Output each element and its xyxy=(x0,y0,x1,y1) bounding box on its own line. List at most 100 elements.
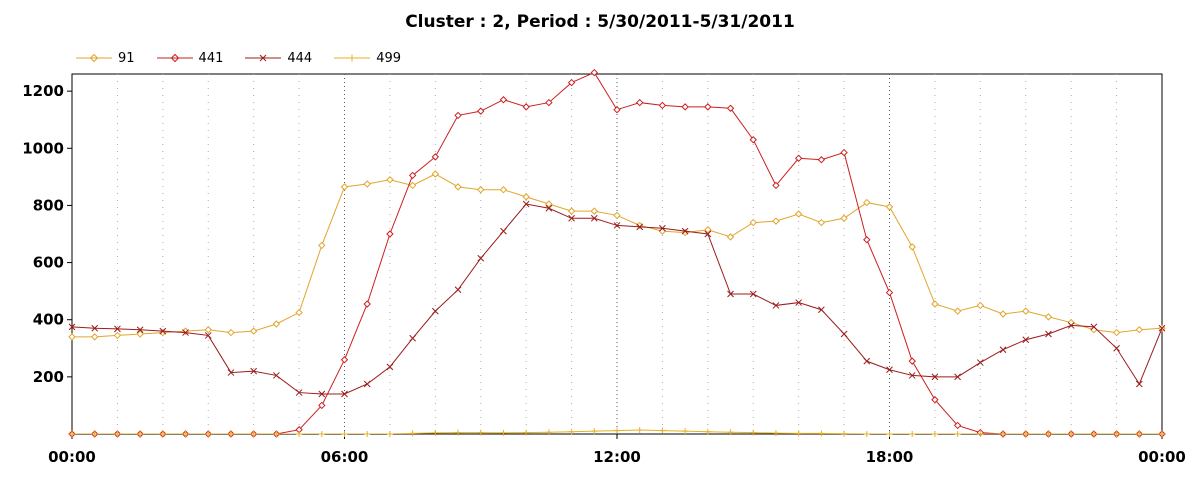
data-point-499 xyxy=(69,431,75,437)
x-tick-label: 06:00 xyxy=(321,448,369,466)
data-point-91 xyxy=(885,203,894,211)
data-point-499 xyxy=(1022,431,1029,437)
data-point-499 xyxy=(931,431,938,437)
legend-item-444[interactable]: 444 xyxy=(245,51,312,66)
data-point-444 xyxy=(727,290,734,298)
data-point-91 xyxy=(363,180,371,188)
data-point-441 xyxy=(704,103,712,111)
data-point-91 xyxy=(976,301,985,310)
data-point-499 xyxy=(523,429,530,436)
data-point-499 xyxy=(863,431,870,437)
data-point-499 xyxy=(772,430,779,437)
data-point-444 xyxy=(568,214,575,222)
data-point-444 xyxy=(500,227,507,235)
data-point-444 xyxy=(613,222,621,229)
data-point-499 xyxy=(500,429,507,436)
data-point-499 xyxy=(1068,431,1075,437)
data-point-444 xyxy=(114,325,121,333)
legend-item-441[interactable]: 441 xyxy=(156,51,223,66)
x-tick-label: 00:00 xyxy=(1138,448,1186,466)
data-point-499 xyxy=(704,428,711,435)
data-point-499 xyxy=(1000,431,1007,437)
data-point-499 xyxy=(1113,431,1120,437)
data-point-499 xyxy=(205,431,212,437)
data-point-499 xyxy=(318,431,325,437)
data-point-441 xyxy=(477,107,485,115)
data-point-91 xyxy=(908,243,916,251)
legend-item-499[interactable]: 499 xyxy=(334,51,401,66)
data-point-441 xyxy=(885,288,894,297)
data-point-444 xyxy=(636,223,644,231)
y-tick-label: 800 xyxy=(33,196,64,214)
data-point-441 xyxy=(794,154,803,162)
data-point-499 xyxy=(682,428,689,435)
data-point-499 xyxy=(727,429,734,436)
data-point-499 xyxy=(591,428,598,435)
data-point-444 xyxy=(704,230,712,238)
data-point-444 xyxy=(159,327,167,335)
data-point-441 xyxy=(840,148,848,157)
data-point-444 xyxy=(522,200,530,208)
legend-marker-441 xyxy=(156,53,193,63)
data-point-91 xyxy=(408,181,417,190)
data-point-91 xyxy=(1135,326,1143,334)
data-point-444 xyxy=(454,286,462,294)
data-point-444 xyxy=(386,363,394,371)
data-point-91 xyxy=(840,214,848,222)
data-point-499 xyxy=(91,431,98,437)
data-point-91 xyxy=(522,193,530,201)
data-point-444 xyxy=(886,366,893,374)
legend-item-91[interactable]: 91 xyxy=(76,51,135,66)
y-tick-label: 1200 xyxy=(22,82,64,100)
data-point-499 xyxy=(818,430,825,437)
data-point-444 xyxy=(840,330,848,338)
data-point-91 xyxy=(318,241,326,250)
data-point-91 xyxy=(726,233,735,241)
data-point-444 xyxy=(250,367,258,375)
data-point-441 xyxy=(567,78,576,87)
data-point-444 xyxy=(590,214,598,222)
data-point-91 xyxy=(794,210,803,218)
data-point-444 xyxy=(1022,336,1030,344)
data-point-499 xyxy=(614,427,620,434)
data-point-444 xyxy=(295,389,303,396)
data-point-441 xyxy=(772,181,780,190)
data-point-499 xyxy=(296,431,303,437)
data-point-91 xyxy=(1022,307,1030,315)
data-point-499 xyxy=(636,427,643,433)
data-point-91 xyxy=(249,327,258,335)
data-point-444 xyxy=(273,372,280,379)
data-point-444 xyxy=(1045,330,1052,338)
data-point-441 xyxy=(386,230,394,238)
data-point-441 xyxy=(545,98,553,107)
data-point-441 xyxy=(681,103,689,111)
data-point-444 xyxy=(818,306,825,314)
data-point-444 xyxy=(1135,380,1143,388)
data-point-499 xyxy=(750,429,757,436)
data-point-91 xyxy=(113,331,122,340)
data-point-91 xyxy=(953,307,962,315)
data-point-444 xyxy=(1158,324,1166,332)
data-point-91 xyxy=(340,183,349,191)
data-point-499 xyxy=(841,430,848,437)
data-point-444 xyxy=(976,359,984,366)
data-point-441 xyxy=(658,101,667,110)
data-point-444 xyxy=(363,380,371,388)
legend-label-444: 444 xyxy=(287,50,313,66)
data-point-444 xyxy=(227,369,235,376)
y-tick-label: 200 xyxy=(33,368,64,386)
data-point-444 xyxy=(659,224,666,232)
data-point-499 xyxy=(1045,431,1052,437)
data-point-91 xyxy=(227,328,235,337)
data-point-499 xyxy=(1159,431,1165,437)
data-point-441 xyxy=(863,236,871,244)
data-point-444 xyxy=(409,334,416,342)
data-point-441 xyxy=(522,103,530,111)
data-point-91 xyxy=(499,186,508,194)
data-point-444 xyxy=(545,204,553,212)
data-point-444 xyxy=(477,254,485,262)
data-point-444 xyxy=(182,329,189,336)
data-point-499 xyxy=(455,429,462,436)
data-point-441 xyxy=(749,136,757,144)
data-point-91 xyxy=(567,207,576,215)
